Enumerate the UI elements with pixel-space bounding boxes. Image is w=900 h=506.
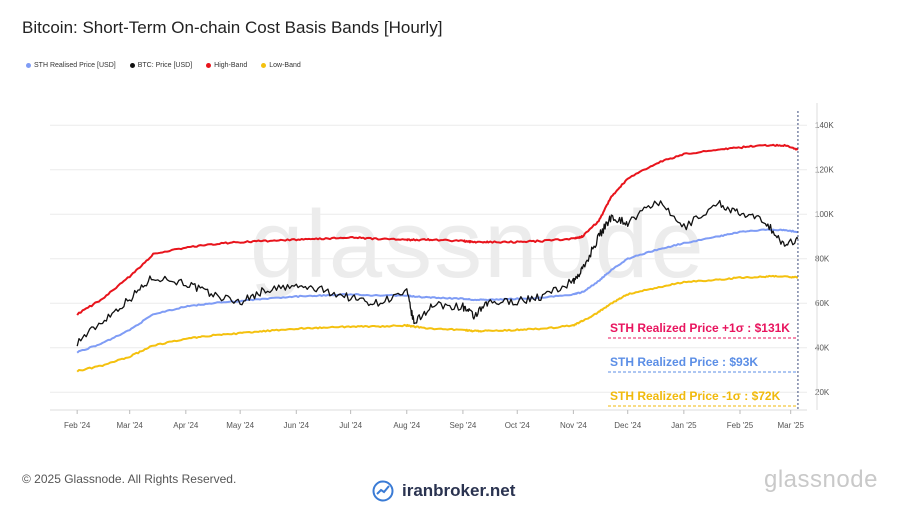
watermark-logo: glassnode bbox=[250, 191, 706, 298]
y-tick-label: 100K bbox=[815, 210, 834, 219]
x-tick-label: Nov '24 bbox=[560, 421, 587, 430]
copyright-text: © 2025 Glassnode. All Rights Reserved. bbox=[22, 472, 237, 486]
legend-dot-sth bbox=[26, 63, 31, 68]
x-tick-label: Sep '24 bbox=[449, 421, 476, 430]
btc-price-line bbox=[76, 199, 799, 347]
x-tick-label: Mar '24 bbox=[116, 421, 143, 430]
legend-dot-btc bbox=[129, 63, 135, 68]
x-tick-label: Jul '24 bbox=[339, 421, 362, 430]
brand[interactable]: iranbroker.net bbox=[372, 480, 515, 502]
x-tick-label: Feb '25 bbox=[727, 421, 754, 430]
legend-item-sth[interactable]: STH Realised Price [USD] bbox=[26, 62, 116, 69]
legend-label-sth: STH Realised Price [USD] bbox=[34, 62, 116, 69]
y-tick-label: 80K bbox=[815, 255, 830, 264]
x-tick-label: Aug '24 bbox=[393, 421, 420, 430]
x-tick-label: Dec '24 bbox=[614, 421, 641, 430]
brand-chart-icon bbox=[372, 480, 394, 502]
annotation-label: STH Realized Price -1σ : $72K bbox=[610, 389, 781, 403]
y-tick-label: 60K bbox=[815, 299, 830, 308]
x-tick-label: Jan '25 bbox=[671, 421, 697, 430]
x-tick-label: Feb '24 bbox=[64, 421, 91, 430]
legend-label-high: High-Band bbox=[214, 62, 248, 69]
x-tick-label: Jun '24 bbox=[284, 421, 310, 430]
high-band-line bbox=[76, 143, 799, 316]
x-tick-label: May '24 bbox=[226, 421, 254, 430]
legend-label-btc: BTC: Price [USD] bbox=[137, 62, 193, 69]
legend: STH Realised Price [USD] BTC: Price [USD… bbox=[26, 62, 301, 69]
annotation-label: STH Realized Price : $93K bbox=[610, 355, 758, 369]
brand-text: iranbroker.net bbox=[402, 481, 516, 500]
annotation-label: STH Realized Price +1σ : $131K bbox=[610, 321, 790, 335]
legend-item-btc[interactable]: BTC: Price [USD] bbox=[129, 62, 193, 69]
low-band-line bbox=[76, 274, 798, 373]
legend-item-high[interactable]: High-Band bbox=[206, 62, 247, 69]
legend-item-low[interactable]: Low-Band bbox=[261, 62, 301, 69]
y-tick-label: 140K bbox=[815, 121, 834, 130]
legend-dot-high bbox=[206, 63, 212, 68]
legend-dot-low bbox=[261, 63, 267, 68]
y-tick-label: 40K bbox=[815, 344, 830, 353]
x-tick-label: Apr '24 bbox=[173, 421, 199, 430]
x-tick-label: Oct '24 bbox=[505, 421, 531, 430]
y-tick-label: 20K bbox=[815, 388, 830, 397]
legend-label-low: Low-Band bbox=[269, 62, 301, 69]
glassnode-logo: glassnode bbox=[764, 466, 878, 493]
y-tick-label: 120K bbox=[815, 166, 834, 175]
chart-title: Bitcoin: Short-Term On-chain Cost Basis … bbox=[22, 18, 443, 37]
x-tick-label: Mar '25 bbox=[777, 421, 804, 430]
sth-realised-price-line bbox=[76, 228, 798, 354]
